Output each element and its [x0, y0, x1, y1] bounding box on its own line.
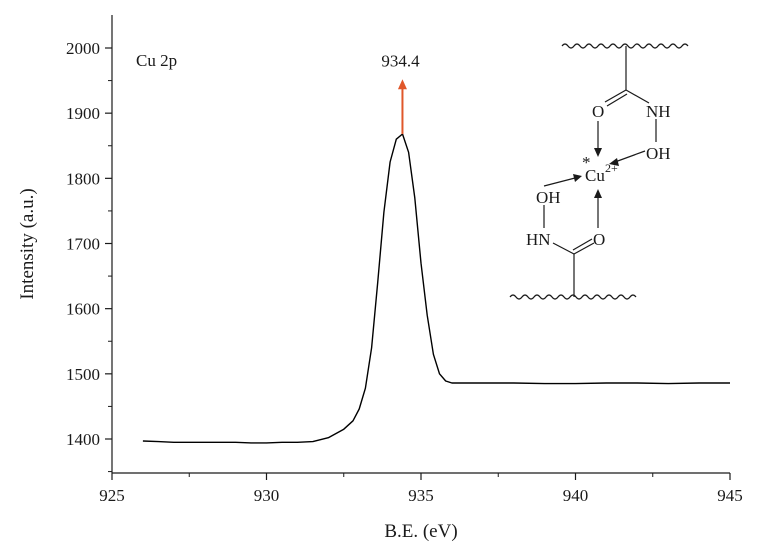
wavy-surface-bottom	[509, 294, 637, 300]
coord-arrow-oh-left	[543, 177, 576, 187]
wavy-surface-top	[561, 43, 689, 49]
y-tick-label: 1800	[66, 169, 100, 188]
coord-arrowheads	[573, 148, 619, 198]
y-tick-label: 1900	[66, 104, 100, 123]
x-ticks: 925 930 935 940 945	[99, 473, 743, 505]
bond-co-bottom-b	[572, 238, 593, 251]
arrowhead-oh-right	[609, 158, 619, 166]
y-tick-label: 2000	[66, 39, 100, 58]
x-tick-label: 925	[99, 486, 125, 505]
panel-label: Cu 2p	[136, 51, 177, 70]
x-axis-title: B.E. (eV)	[384, 521, 457, 542]
label-oh-right: OH	[646, 144, 671, 163]
label-oh-left: OH	[536, 188, 561, 207]
annotation-layer: 934.4	[381, 51, 420, 135]
y-tick-label: 1600	[66, 300, 100, 319]
label-o-bottom: O	[593, 230, 605, 249]
peak-arrowhead	[397, 79, 407, 90]
axes	[111, 15, 730, 474]
x-tick-label: 940	[563, 486, 589, 505]
peak-label: 934.4	[381, 51, 420, 70]
label-star: *	[582, 153, 591, 172]
y-tick-label: 1700	[66, 235, 100, 254]
bond-cn-top	[625, 89, 650, 104]
bond-co-bottom-a	[573, 242, 595, 255]
arrowhead-oh-left	[573, 174, 582, 182]
series-line	[142, 133, 730, 444]
x-tick-label: 930	[254, 486, 280, 505]
inset-labels: O NH OH * Cu 2+ OH HN O	[526, 102, 671, 249]
x-tick-label: 935	[408, 486, 434, 505]
label-hn-bottom: HN	[526, 230, 551, 249]
label-cu-charge: 2+	[605, 161, 618, 175]
y-axis-title: Intensity (a.u.)	[17, 188, 38, 299]
coord-arrow-oh-right	[614, 150, 646, 163]
label-cu: Cu	[585, 166, 605, 185]
inset-structure	[509, 43, 689, 300]
bond-co-top-a	[604, 89, 627, 103]
y-ticks: 1400 1500 1600 1700 1800 1900 2000	[66, 39, 112, 473]
arrowhead-o-top	[594, 148, 602, 157]
y-tick-label: 1500	[66, 365, 100, 384]
series-layer	[142, 133, 730, 444]
label-nh-top: NH	[646, 102, 671, 121]
label-o-top: O	[592, 102, 604, 121]
arrowhead-o-bottom	[594, 189, 602, 198]
x-tick-label: 945	[717, 486, 743, 505]
y-tick-label: 1400	[66, 430, 100, 449]
bond-cn-bottom	[552, 242, 575, 255]
bond-co-top-b	[606, 93, 628, 107]
